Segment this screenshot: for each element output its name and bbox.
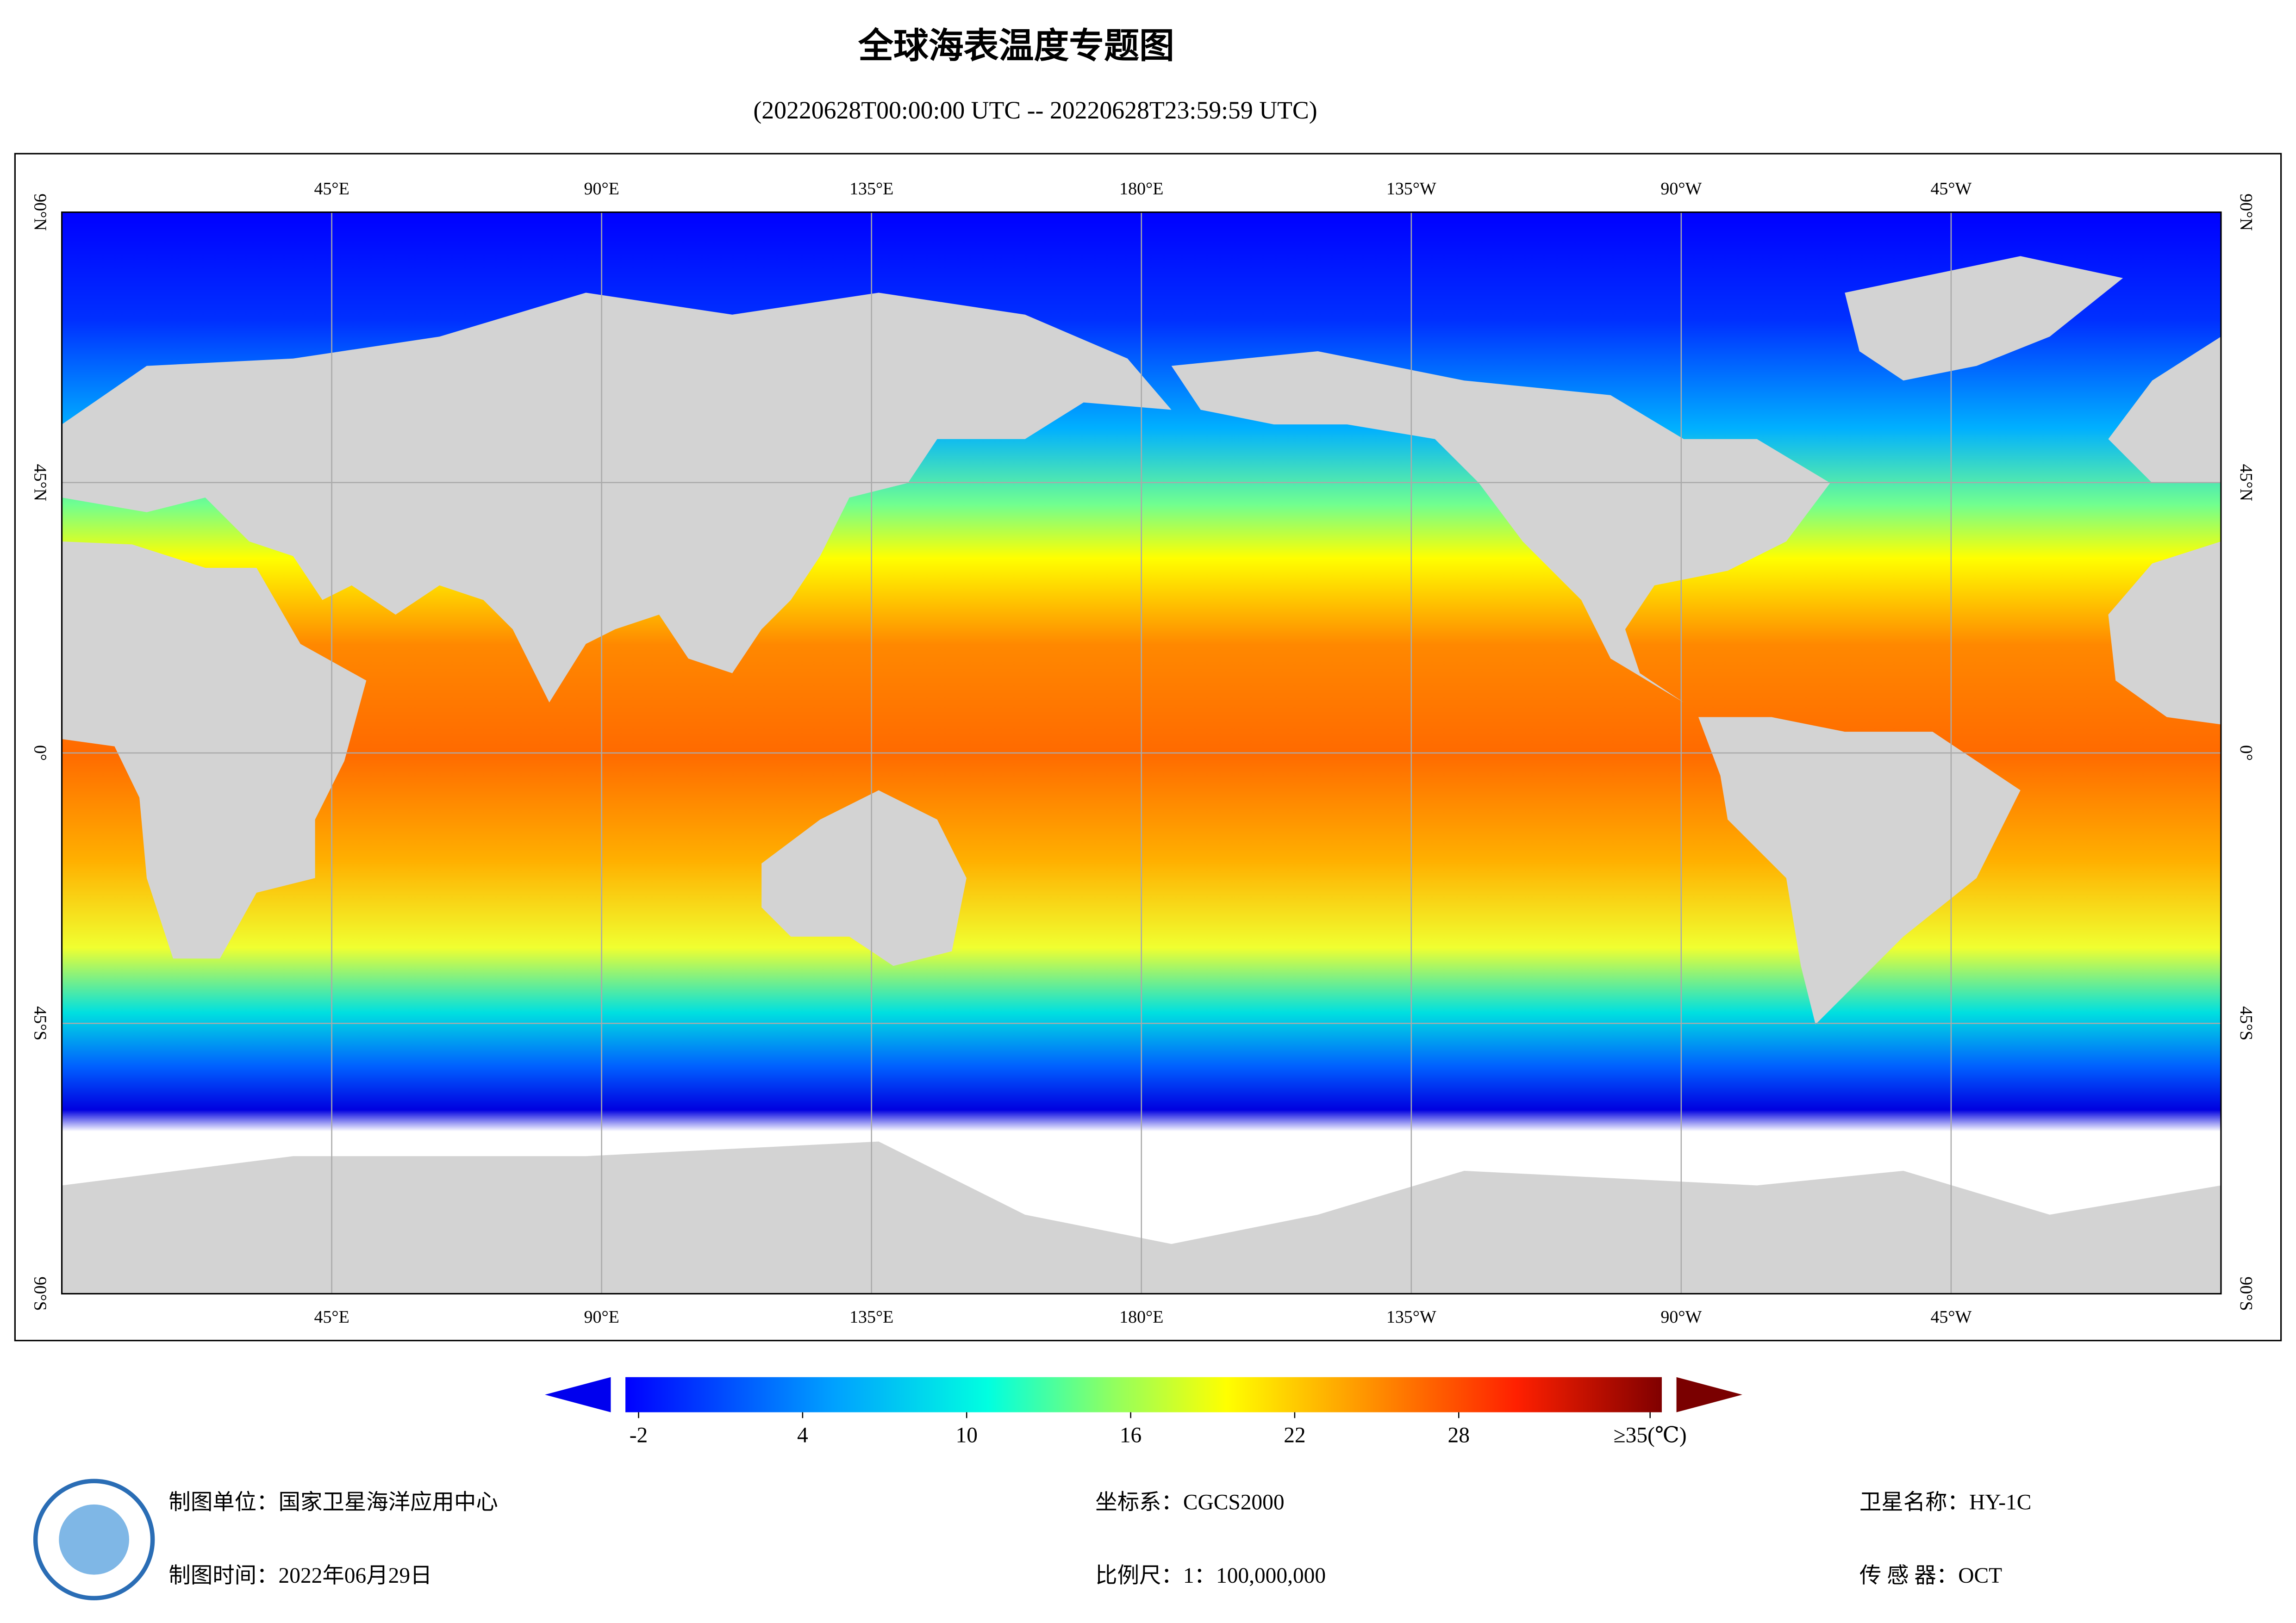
land	[62, 541, 367, 959]
logo-globe	[59, 1504, 130, 1575]
lat-label: 0°	[30, 745, 50, 761]
colorbar-over	[1676, 1377, 1742, 1412]
lat-label: 45°N	[2236, 464, 2256, 502]
lon-label: 45°W	[1930, 1307, 1972, 1327]
map-frame	[14, 153, 2282, 1342]
lon-label: 45°E	[314, 1307, 349, 1327]
lon-label: 135°E	[849, 179, 893, 199]
lon-label: 90°E	[584, 179, 619, 199]
lon-label: 45°E	[314, 179, 349, 199]
lon-label: 135°E	[849, 1307, 893, 1327]
colorbar-tick-label: 28	[1448, 1423, 1470, 1447]
lat-label: 90°S	[2236, 1276, 2256, 1311]
producer: 制图单位：国家卫星海洋应用中心	[168, 1491, 498, 1515]
map-border	[61, 211, 2222, 1295]
date: 制图时间：2022年06月29日	[168, 1564, 432, 1588]
lat-label: 90°S	[30, 1276, 50, 1311]
lat-label: 90°N	[2236, 193, 2256, 231]
lon-label: 135°W	[1386, 179, 1436, 199]
lon-label: 90°E	[584, 1307, 619, 1327]
lon-label: 90°W	[1660, 179, 1702, 199]
satellite: 卫星名称：HY-1C	[1859, 1491, 2031, 1515]
lat-label: 0°	[2236, 745, 2256, 761]
colorbar-tick-label: 16	[1120, 1423, 1142, 1447]
subtitle: (20220628T00:00:00 UTC -- 20220628T23:59…	[753, 96, 1317, 124]
land	[2108, 541, 2221, 725]
crs: 坐标系：CGCS2000	[1095, 1491, 1284, 1515]
colorbar-tick-label: -2	[630, 1423, 648, 1447]
land	[761, 790, 967, 966]
lat-label: 45°S	[30, 1006, 50, 1040]
colorbar-under	[545, 1377, 611, 1412]
logo	[33, 1479, 155, 1600]
colorbar-tick-label: 4	[797, 1423, 808, 1447]
lon-label: 180°E	[1119, 179, 1163, 199]
lon-label: 45°W	[1930, 179, 1972, 199]
lat-label: 90°N	[30, 193, 50, 231]
colorbar	[625, 1377, 1662, 1412]
sensor: 传 感 器：OCT	[1859, 1564, 2002, 1588]
land	[1171, 351, 1830, 703]
colorbar-tick-label: 10	[956, 1423, 978, 1447]
colorbar-tick-label: ≥35(℃)	[1614, 1423, 1687, 1447]
lon-label: 180°E	[1119, 1307, 1163, 1327]
land	[1845, 256, 2123, 381]
colorbar-tick-label: 22	[1284, 1423, 1305, 1447]
land	[1698, 717, 2021, 1025]
lat-label: 45°N	[30, 464, 50, 502]
scale: 比例尺：1：100,000,000	[1095, 1564, 1326, 1588]
land	[62, 292, 1172, 703]
lon-label: 90°W	[1660, 1307, 1702, 1327]
map	[61, 211, 2222, 1295]
title: 全球海表温度专题图	[858, 27, 1174, 66]
land	[2108, 336, 2221, 483]
lat-label: 45°S	[2236, 1006, 2256, 1040]
lon-label: 135°W	[1386, 1307, 1436, 1327]
